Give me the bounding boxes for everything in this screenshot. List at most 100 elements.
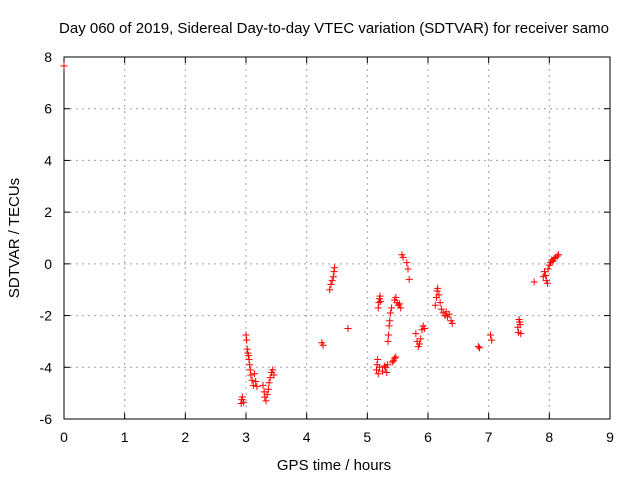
data-point (384, 337, 392, 345)
data-point (327, 281, 335, 289)
data-point (517, 330, 525, 338)
chart-title: Day 060 of 2019, Sidereal Day-to-day VTE… (59, 20, 609, 37)
data-point (374, 304, 382, 312)
data-point (417, 335, 425, 343)
y-tick-label: 0 (44, 256, 52, 272)
data-point (377, 297, 385, 305)
x-axis-label: GPS time / hours (277, 457, 391, 474)
data-point (412, 330, 420, 338)
data-point (530, 278, 538, 286)
data-point (437, 305, 445, 313)
data-point (386, 309, 394, 317)
y-tick-label: -6 (40, 411, 53, 427)
data-point (263, 390, 271, 398)
data-point (385, 322, 393, 330)
data-point (329, 273, 337, 281)
x-tick-labels: 0 1 2 3 4 5 6 7 8 9 (60, 429, 614, 445)
y-tick-label: -2 (40, 308, 53, 324)
data-point (388, 358, 396, 366)
y-tick-labels: -6 -4 -2 0 2 4 6 8 (40, 49, 53, 427)
plot-frame (63, 56, 611, 420)
data-point (403, 259, 411, 267)
x-tick-label: 2 (181, 429, 189, 445)
data-point (516, 321, 524, 329)
data-point (544, 279, 552, 287)
data-point (488, 336, 496, 344)
data-point (385, 331, 393, 339)
data-point (330, 268, 338, 276)
data-point (436, 299, 444, 307)
data-point (250, 370, 258, 378)
data-point (376, 292, 384, 300)
data-points (60, 62, 562, 407)
data-point (270, 371, 278, 379)
data-point (476, 344, 484, 352)
data-point (238, 393, 246, 401)
data-point (383, 368, 391, 376)
data-point (379, 367, 386, 375)
y-tick-label: 4 (44, 152, 52, 168)
data-point (420, 325, 428, 332)
data-point (375, 299, 383, 307)
grid-lines (64, 57, 610, 419)
y-tick-label: 2 (44, 204, 52, 220)
data-point (375, 363, 383, 371)
data-point (247, 371, 255, 379)
data-point (259, 381, 267, 389)
data-point (264, 385, 272, 393)
data-point (395, 300, 403, 308)
data-point (266, 374, 274, 382)
data-point (392, 293, 400, 301)
x-tick-label: 8 (545, 429, 553, 445)
data-point (540, 268, 548, 276)
data-point (245, 356, 253, 364)
y-tick-label: 6 (44, 101, 52, 117)
data-point (344, 325, 352, 332)
data-point (435, 291, 443, 299)
data-point (486, 331, 494, 339)
data-point (319, 341, 327, 349)
x-tick-label: 6 (424, 429, 432, 445)
data-point (434, 284, 442, 292)
x-tick-label: 1 (121, 429, 129, 445)
data-point (416, 340, 424, 348)
x-tick-label: 0 (60, 429, 68, 445)
data-point (448, 319, 456, 327)
data-point (374, 356, 382, 364)
data-point (544, 265, 552, 273)
data-point (328, 277, 336, 285)
data-point (331, 264, 339, 272)
data-point (380, 362, 388, 370)
data-point (399, 253, 407, 261)
axis-ticks (63, 56, 611, 420)
data-point (326, 286, 334, 294)
data-point (405, 275, 413, 283)
data-point (392, 353, 400, 361)
x-tick-label: 7 (485, 429, 493, 445)
x-tick-label: 5 (363, 429, 371, 445)
y-tick-label: 8 (44, 49, 52, 65)
data-point (246, 366, 254, 374)
data-point (269, 366, 277, 374)
data-point (253, 383, 261, 391)
data-point (554, 251, 562, 259)
data-point (249, 381, 257, 389)
data-point (445, 310, 453, 318)
data-point (246, 361, 254, 369)
data-point (60, 62, 68, 70)
x-tick-label: 3 (242, 429, 250, 445)
y-axis-label: SDTVAR / TECUs (6, 178, 23, 298)
data-point (240, 398, 248, 406)
data-point (404, 265, 412, 273)
x-tick-label: 9 (606, 429, 614, 445)
data-point (265, 379, 273, 387)
x-tick-label: 4 (303, 429, 311, 445)
data-point (397, 304, 405, 312)
data-point (383, 361, 391, 369)
data-point (248, 376, 256, 384)
data-point (386, 317, 394, 325)
data-point (542, 271, 550, 279)
data-point (252, 378, 260, 386)
data-point (374, 370, 382, 378)
